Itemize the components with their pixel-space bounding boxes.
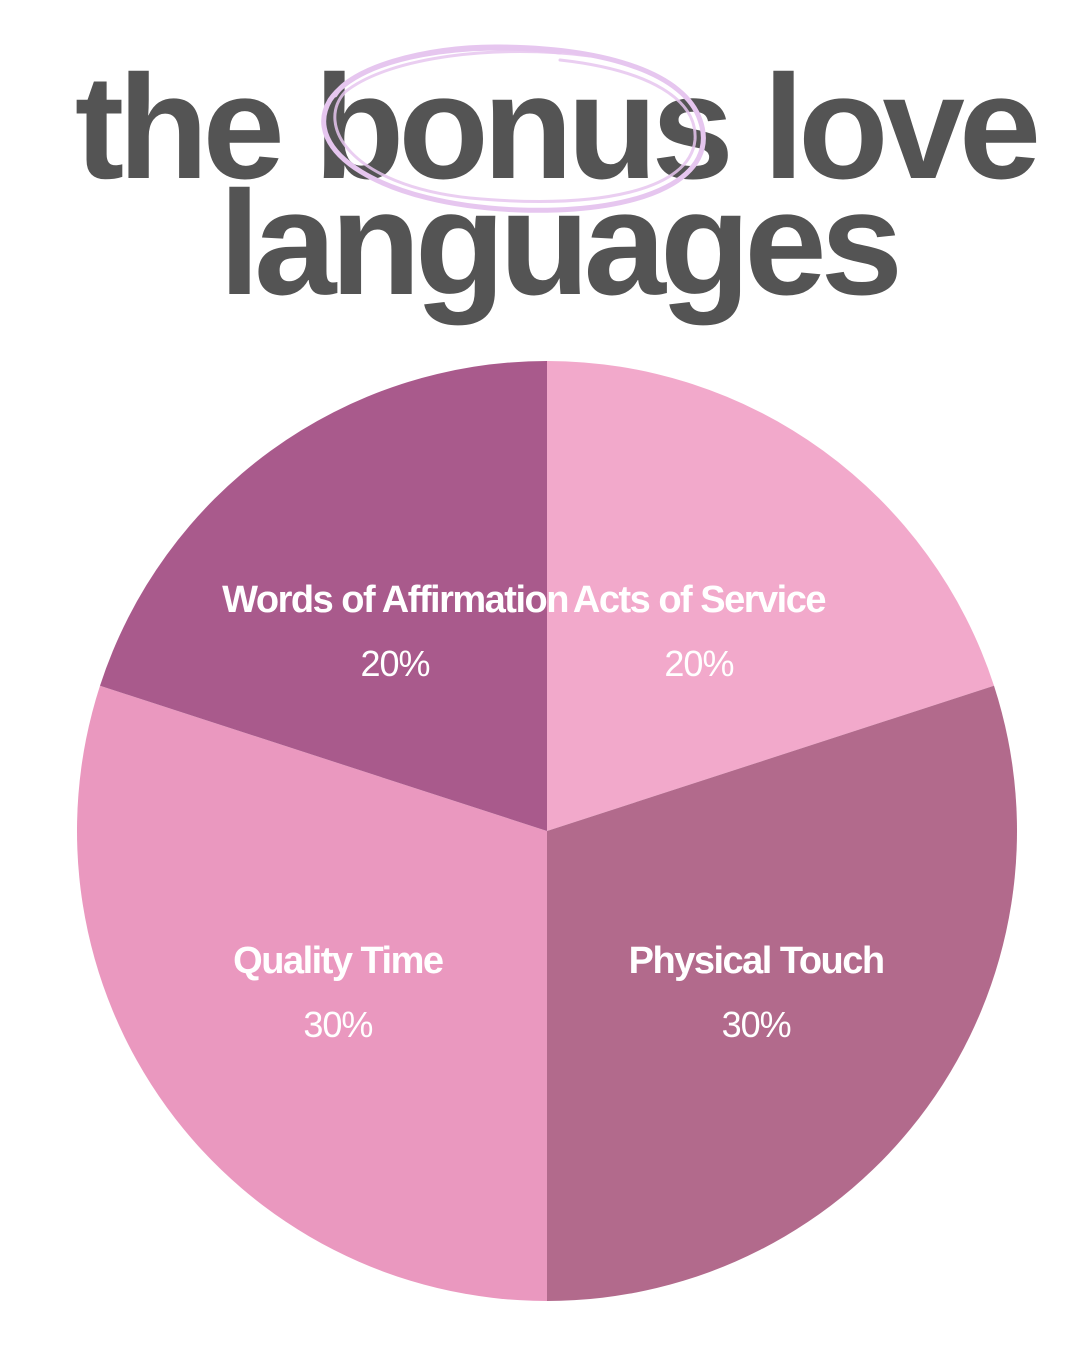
pie-slice-words-of-affirmation bbox=[100, 361, 547, 831]
slice-label-words-of-affirmation: Words of Affirmation bbox=[222, 579, 568, 621]
slice-label-acts-of-service: Acts of Service bbox=[573, 579, 825, 621]
title-line-2: languages bbox=[219, 161, 898, 326]
slice-label-physical-touch: Physical Touch bbox=[629, 940, 884, 982]
slice-value-physical-touch: 30% bbox=[722, 1004, 791, 1045]
slice-value-words-of-affirmation: 20% bbox=[361, 643, 430, 684]
pie-slice-physical-touch bbox=[547, 685, 1017, 1301]
highlight-stroke-1 bbox=[321, 44, 706, 213]
title-word-the: the bbox=[75, 45, 314, 210]
pie-slice-quality-time bbox=[76, 685, 547, 1301]
slice-label-quality-time: Quality Time bbox=[233, 940, 443, 982]
highlight-circle-icon bbox=[321, 44, 706, 213]
title-word-love: love bbox=[728, 45, 1037, 210]
slice-value-acts-of-service: 20% bbox=[664, 643, 733, 684]
pie-slice-acts-of-service bbox=[547, 361, 994, 831]
highlight-stroke-2 bbox=[333, 50, 697, 203]
pie-chart: Acts of Service 20% Physical Touch 30% Quali… bbox=[76, 361, 1017, 1301]
page-title: the bonus love languages bbox=[75, 45, 1043, 326]
slice-value-quality-time: 30% bbox=[303, 1004, 372, 1045]
